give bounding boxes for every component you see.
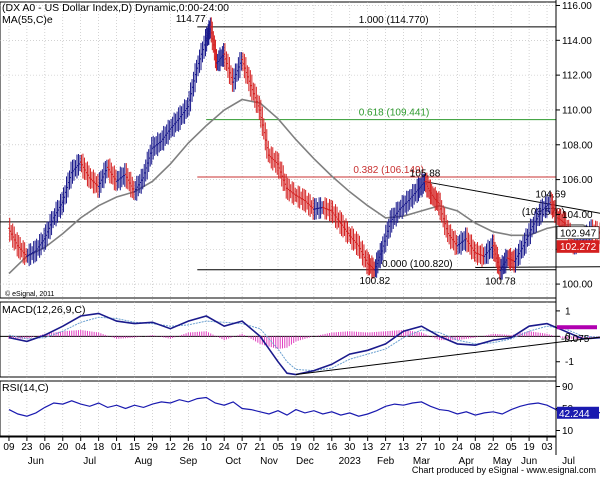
level-line-label: (103.570) (522, 207, 565, 218)
x-date-label: 30 (344, 442, 356, 453)
price-annotation: 105.88 (410, 169, 441, 180)
x-month-label: Aug (135, 456, 153, 467)
rsi-panel (8, 396, 600, 417)
rsi-tick-label: 10 (562, 426, 574, 437)
x-date-label: 29 (147, 442, 159, 453)
x-month-label: Jun (521, 456, 537, 467)
macd-tick-label: 0 (565, 332, 571, 343)
x-month-label: 2023 (339, 456, 362, 467)
x-month-label: Jul (83, 456, 96, 467)
x-date-label: 02 (308, 442, 320, 453)
x-date-label: 03 (541, 442, 553, 453)
rsi-tick-label: 90 (562, 382, 574, 393)
footer-credit: Chart produced by eSignal - www.esignal.… (412, 465, 596, 475)
rsi-line (8, 396, 600, 417)
x-date-label: 27 (416, 442, 428, 453)
resistance-trendline (424, 181, 600, 214)
macd-value-label: -0.075 (561, 334, 590, 345)
x-date-label: 16 (326, 442, 338, 453)
macd-tick-label: -1 (565, 357, 574, 368)
x-date-label: 20 (57, 442, 69, 453)
price-tick-label: 110.00 (562, 105, 592, 116)
price-tick-label: 106.00 (562, 175, 593, 186)
price-tick-label: 112.00 (562, 71, 592, 82)
value-box-label: 102.947 (560, 228, 597, 239)
x-month-label: Sep (179, 456, 197, 467)
ma-label: MA(55,C)e (2, 14, 53, 26)
x-date-label: 08 (470, 442, 482, 453)
x-date-label: 19 (524, 442, 536, 453)
x-month-label: Mar (413, 456, 431, 467)
x-date-label: 06 (39, 442, 51, 453)
x-date-label: 10 (434, 442, 446, 453)
macd-tick-label: 1 (565, 306, 571, 317)
rsi-value-box (557, 406, 599, 419)
price-tick-label: 114.00 (562, 36, 592, 47)
value-box (556, 226, 600, 240)
price-tick-label: 108.00 (562, 140, 593, 151)
x-month-label: Feb (377, 456, 395, 467)
value-box-label: 102.272 (560, 242, 597, 253)
x-date-label: 12 (165, 442, 177, 453)
x-date-label: 23 (21, 442, 33, 453)
x-month-label: Jun (28, 456, 44, 467)
x-date-label: 10 (201, 442, 213, 453)
copyright-label: © eSignal, 2011 (5, 290, 55, 298)
x-date-label: 09 (3, 442, 15, 453)
x-month-label: May (493, 456, 512, 467)
x-date-label: 27 (380, 442, 392, 453)
macd-value-marker (557, 325, 597, 330)
x-date-label: 05 (506, 442, 518, 453)
fib-level-label: 0.618 (109.441) (359, 108, 430, 119)
x-date-label: 05 (272, 442, 284, 453)
x-date-label: 24 (219, 442, 231, 453)
price-annotation: 104.69 (535, 189, 566, 200)
x-date-label: 21 (255, 442, 267, 453)
x-month-label: Nov (260, 456, 278, 467)
ma-line (8, 98, 600, 275)
x-date-label: 26 (183, 442, 195, 453)
x-date-label: 15 (129, 442, 141, 453)
x-date-label: 13 (398, 442, 410, 453)
fib-level-label: 1.000 (114.770) (359, 15, 429, 26)
macd-label: MACD(12,26,9,C) (2, 304, 85, 316)
macd-line (8, 312, 600, 376)
x-month-label: Apr (459, 456, 475, 467)
x-date-label: 18 (93, 442, 105, 453)
price-tick-label: 100.00 (562, 280, 593, 291)
x-date-label: 01 (111, 442, 123, 453)
macd-trendline (295, 336, 600, 375)
fib-level-label: 0.000 (100.820) (382, 259, 453, 270)
x-date-label: 22 (488, 442, 500, 453)
x-month-label: Jul (562, 456, 575, 467)
value-box (556, 240, 600, 253)
price-annotation: 100.78 (485, 276, 516, 287)
x-date-label: 24 (452, 442, 464, 453)
price-annotation: 100.82 (360, 276, 391, 287)
price-tick-label: 116.00 (562, 1, 592, 12)
x-month-label: Dec (296, 456, 314, 467)
rsi-label: RSI(14,C) (2, 382, 49, 394)
price-annotation: 114.77 (176, 14, 206, 25)
x-date-label: 07 (237, 442, 249, 453)
x-date-label: 13 (362, 442, 374, 453)
x-date-label: 19 (290, 442, 302, 453)
macd-panel (0, 312, 600, 376)
rsi-value-label: 42.244 (559, 409, 590, 420)
x-month-label: Oct (225, 456, 241, 467)
x-date-label: 04 (75, 442, 87, 453)
chart-title: (DX A0 - US Dollar Index,D) Dynamic,0:00… (2, 2, 229, 14)
price-tick-label: 104.00 (562, 210, 593, 221)
fib-level-label: 0.382 (106.149) (353, 165, 424, 176)
axes: 100.00102.00104.00106.00108.00110.00112.… (0, 0, 600, 467)
